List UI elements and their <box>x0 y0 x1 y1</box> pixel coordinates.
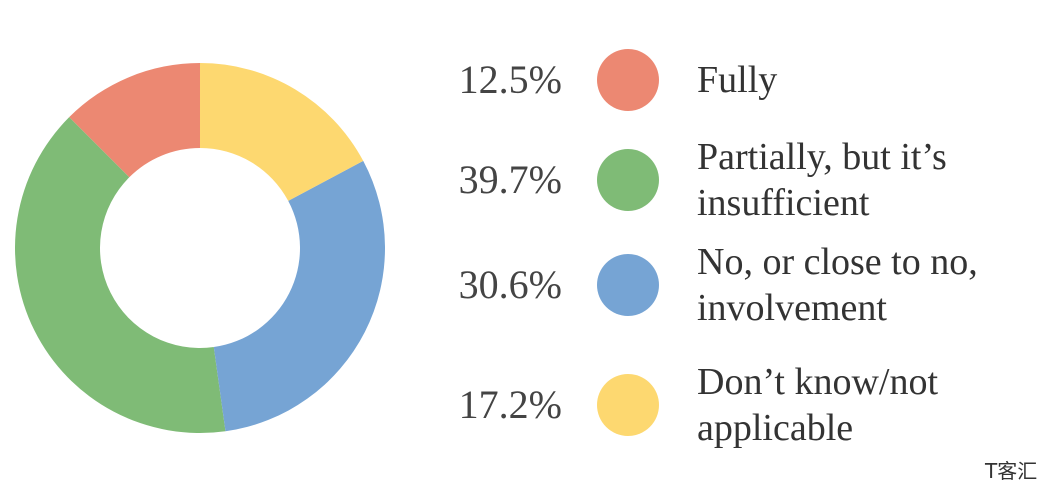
value-label: 12.5% <box>458 57 562 102</box>
value-label: 39.7% <box>458 157 562 202</box>
watermark: T客汇 <box>985 459 1038 483</box>
legend-swatch <box>597 49 659 111</box>
legend-swatch <box>597 374 659 436</box>
legend-label: Don’t know/not applicable <box>697 361 939 449</box>
legend-label: Partially, but it’s insufficient <box>697 136 947 224</box>
slice <box>200 63 364 201</box>
legend-label: Fully <box>697 59 778 101</box>
value-label: 17.2% <box>458 382 562 427</box>
legend-label: No, or close to no, involvement <box>697 241 978 329</box>
slice <box>69 63 200 178</box>
value-label: 30.6% <box>458 262 562 307</box>
slice <box>15 117 226 433</box>
legend-swatch <box>597 149 659 211</box>
legend-swatch <box>597 254 659 316</box>
slice <box>213 160 386 432</box>
